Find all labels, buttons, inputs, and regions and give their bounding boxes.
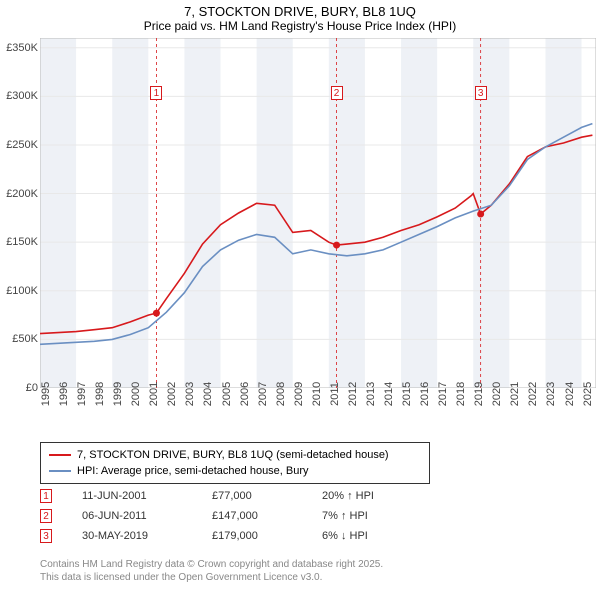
y-tick-label: £300K — [6, 90, 38, 102]
sales-price: £179,000 — [212, 530, 322, 542]
legend-label: 7, STOCKTON DRIVE, BURY, BL8 1UQ (semi-d… — [77, 447, 389, 463]
x-tick-label: 2021 — [509, 382, 521, 406]
y-axis-labels: £0£50K£100K£150K£200K£250K£300K£350K — [0, 38, 40, 388]
sales-price: £77,000 — [212, 490, 322, 502]
x-tick-label: 2004 — [202, 382, 214, 406]
x-tick-label: 2014 — [383, 382, 395, 406]
sales-delta: 7% ↑ HPI — [322, 510, 422, 522]
x-tick-label: 1998 — [94, 382, 106, 406]
legend: 7, STOCKTON DRIVE, BURY, BL8 1UQ (semi-d… — [40, 442, 430, 484]
y-tick-label: £350K — [6, 42, 38, 54]
y-tick-label: £200K — [6, 188, 38, 200]
x-tick-label: 2016 — [419, 382, 431, 406]
x-axis-labels: 1995199619971998199920002001200220032004… — [40, 390, 596, 430]
footer-line-2: This data is licensed under the Open Gov… — [40, 571, 383, 584]
sales-row: 1 11-JUN-2001£77,00020% ↑ HPI — [40, 486, 422, 506]
x-tick-label: 2006 — [239, 382, 251, 406]
x-tick-label: 2001 — [148, 382, 160, 406]
sale-marker-2: 2 — [331, 86, 343, 100]
sales-row: 2 06-JUN-2011£147,0007% ↑ HPI — [40, 506, 422, 526]
sales-date: 11-JUN-2001 — [82, 490, 212, 502]
footer: Contains HM Land Registry data © Crown c… — [40, 558, 383, 584]
x-tick-label: 2012 — [347, 382, 359, 406]
sales-delta: 6% ↓ HPI — [322, 530, 422, 542]
x-tick-label: 1999 — [112, 382, 124, 406]
x-tick-label: 1996 — [58, 382, 70, 406]
x-tick-label: 2019 — [473, 382, 485, 406]
x-tick-label: 2023 — [545, 382, 557, 406]
x-tick-label: 2010 — [311, 382, 323, 406]
y-tick-label: £150K — [6, 236, 38, 248]
x-tick-label: 2008 — [275, 382, 287, 406]
legend-swatch — [49, 470, 71, 472]
x-tick-label: 2013 — [365, 382, 377, 406]
sales-table: 1 11-JUN-2001£77,00020% ↑ HPI 2 06-JUN-2011… — [40, 486, 422, 546]
x-tick-label: 2002 — [166, 382, 178, 406]
x-tick-label: 1997 — [76, 382, 88, 406]
sales-marker-badge: 2 — [40, 509, 52, 523]
sales-date: 30-MAY-2019 — [82, 530, 212, 542]
sales-marker-badge: 1 — [40, 489, 52, 503]
sales-row: 3 30-MAY-2019£179,0006% ↓ HPI — [40, 526, 422, 546]
y-tick-label: £50K — [12, 333, 38, 345]
x-tick-label: 2022 — [527, 382, 539, 406]
sales-price: £147,000 — [212, 510, 322, 522]
x-tick-label: 2011 — [329, 382, 341, 406]
title-main: 7, STOCKTON DRIVE, BURY, BL8 1UQ — [0, 4, 600, 19]
x-tick-label: 2000 — [130, 382, 142, 406]
title-sub: Price paid vs. HM Land Registry's House … — [0, 19, 600, 33]
x-tick-label: 1995 — [40, 382, 52, 406]
x-tick-label: 2020 — [491, 382, 503, 406]
y-tick-label: £0 — [26, 382, 38, 394]
sales-date: 06-JUN-2011 — [82, 510, 212, 522]
x-tick-label: 2017 — [437, 382, 449, 406]
x-tick-label: 2015 — [401, 382, 413, 406]
x-tick-label: 2007 — [257, 382, 269, 406]
chart-area: £0£50K£100K£150K£200K£250K£300K£350K 199… — [40, 38, 596, 408]
x-tick-label: 2005 — [221, 382, 233, 406]
legend-label: HPI: Average price, semi-detached house,… — [77, 463, 309, 479]
title-block: 7, STOCKTON DRIVE, BURY, BL8 1UQ Price p… — [0, 0, 600, 33]
sale-marker-3: 3 — [475, 86, 487, 100]
chart-svg — [40, 38, 596, 388]
x-tick-label: 2024 — [564, 382, 576, 406]
x-tick-label: 2025 — [582, 382, 594, 406]
y-tick-label: £250K — [6, 139, 38, 151]
x-tick-label: 2018 — [455, 382, 467, 406]
chart-container: 7, STOCKTON DRIVE, BURY, BL8 1UQ Price p… — [0, 0, 600, 590]
sales-marker-badge: 3 — [40, 529, 52, 543]
legend-swatch — [49, 454, 71, 456]
sale-marker-1: 1 — [150, 86, 162, 100]
legend-row: HPI: Average price, semi-detached house,… — [49, 463, 421, 479]
footer-line-1: Contains HM Land Registry data © Crown c… — [40, 558, 383, 571]
x-tick-label: 2003 — [184, 382, 196, 406]
x-tick-label: 2009 — [293, 382, 305, 406]
sales-delta: 20% ↑ HPI — [322, 490, 422, 502]
legend-row: 7, STOCKTON DRIVE, BURY, BL8 1UQ (semi-d… — [49, 447, 421, 463]
y-tick-label: £100K — [6, 285, 38, 297]
